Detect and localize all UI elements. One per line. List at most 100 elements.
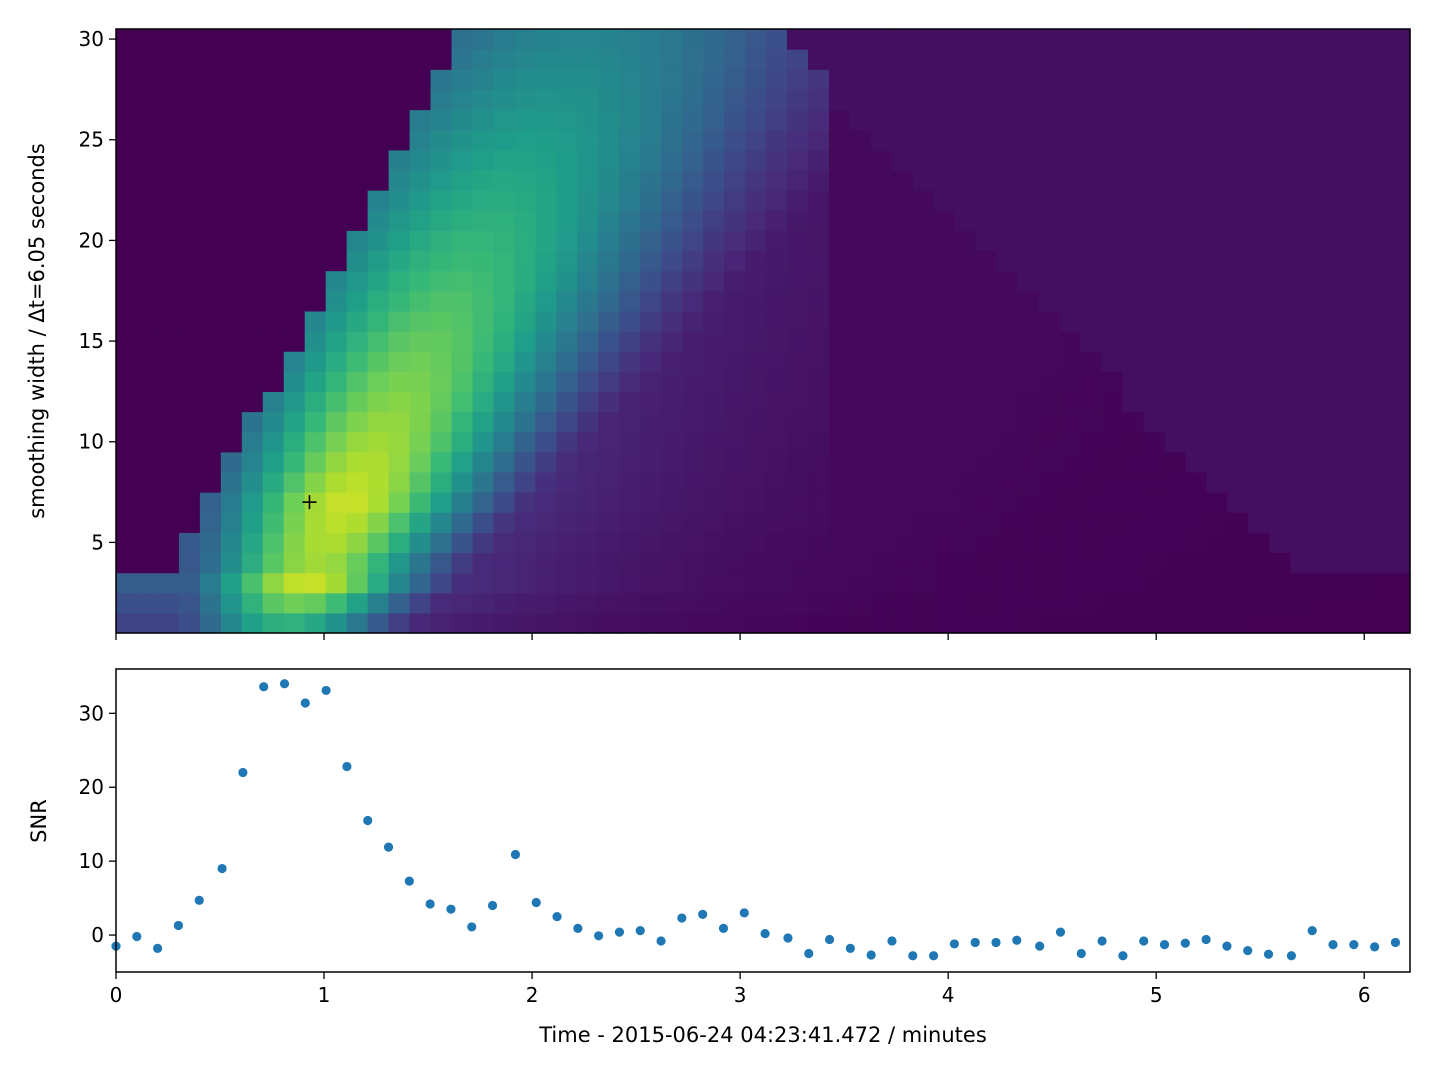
- heatmap-cell: [220, 471, 243, 493]
- heatmap-cell: [766, 310, 788, 332]
- heatmap-cell: [1143, 572, 1166, 594]
- heatmap-cell: [933, 129, 956, 151]
- heatmap-cell: [1290, 129, 1312, 151]
- heatmap-cell: [891, 210, 914, 231]
- heatmap-cell: [1227, 129, 1249, 151]
- heatmap-cell: [1311, 371, 1333, 392]
- heatmap-cell: [157, 210, 180, 231]
- heatmap-cell: [577, 89, 599, 111]
- heatmap-cell: [661, 572, 683, 594]
- heatmap-cell: [1080, 129, 1103, 151]
- heatmap-cell: [283, 532, 306, 554]
- heatmap-cell: [1143, 49, 1166, 70]
- heatmap-cell: [1395, 230, 1411, 252]
- heatmap-cell: [577, 572, 599, 594]
- scatter-point: [552, 911, 562, 922]
- heatmap-cell: [996, 331, 1019, 352]
- scatter-point: [467, 922, 477, 932]
- heatmap-cell: [1374, 169, 1396, 191]
- heatmap-cell: [598, 592, 620, 614]
- heatmap-cell: [1353, 592, 1375, 614]
- heatmap-cell: [1269, 29, 1291, 50]
- heatmap-cell: [598, 29, 620, 50]
- scatter-point: [194, 895, 204, 905]
- heatmap-cell: [1290, 471, 1312, 493]
- heatmap-cell: [1332, 290, 1354, 312]
- heatmap-cell: [556, 89, 578, 111]
- heatmap-cell: [116, 169, 138, 191]
- heatmap-cell: [975, 431, 998, 453]
- heatmap-cell: [283, 351, 306, 372]
- heatmap-cell: [1227, 29, 1249, 50]
- heatmap-cell: [1059, 331, 1082, 352]
- heatmap-cell: [493, 371, 516, 392]
- heatmap-cell: [1206, 492, 1229, 513]
- heatmap-cell: [1290, 290, 1312, 312]
- heatmap-cell: [975, 471, 998, 493]
- heatmap-cell: [1248, 290, 1270, 312]
- heatmap-cell: [346, 109, 369, 131]
- heatmap-cell: [1353, 250, 1375, 272]
- heatmap-cell: [975, 29, 998, 50]
- heatmap-cell: [828, 250, 851, 272]
- heatmap-cell: [116, 351, 138, 372]
- heatmap-cell: [828, 89, 851, 111]
- heatmap-cell: [1206, 190, 1229, 211]
- scatter-point: [446, 904, 456, 914]
- heatmap-cell: [1122, 492, 1145, 513]
- heatmap-cell: [954, 89, 977, 111]
- heatmap-cell: [1395, 109, 1411, 131]
- heatmap-cell: [220, 512, 243, 533]
- heatmap-cell: [136, 451, 159, 473]
- heatmap-cell: [682, 89, 704, 111]
- heatmap-cell: [241, 371, 264, 392]
- heatmap-cell: [283, 69, 306, 90]
- heatmap-cell: [954, 532, 977, 554]
- heatmap-cell: [1059, 129, 1082, 151]
- heatmap-cell: [283, 371, 306, 392]
- heatmap-cell: [975, 572, 998, 594]
- heatmap-cell: [1080, 411, 1103, 433]
- heatmap-cell: [1395, 270, 1411, 292]
- heatmap-cell: [409, 210, 432, 231]
- heatmap-cell: [514, 331, 537, 352]
- heatmap-cell: [703, 149, 725, 171]
- heatmap-cell: [912, 190, 935, 211]
- heatmap-cell: [199, 210, 222, 231]
- heatmap-cell: [891, 149, 914, 171]
- heatmap-cell: [640, 250, 662, 272]
- scatter-point: [718, 923, 729, 934]
- heatmap-cell: [1311, 411, 1333, 433]
- heatmap-cell: [1374, 612, 1396, 634]
- heatmap-cell: [241, 29, 264, 50]
- heatmap-cell: [1038, 431, 1061, 453]
- heatmap-cell: [619, 572, 641, 594]
- heatmap-cell: [996, 169, 1019, 191]
- heatmap-cell: [787, 310, 809, 332]
- heatmap-cell: [640, 69, 662, 90]
- heatmap-cell: [1353, 149, 1375, 171]
- heatmap-cell: [1017, 431, 1040, 453]
- heatmap-cell: [1080, 431, 1103, 453]
- heatmap-cell: [409, 371, 432, 392]
- heatmap-cell: [409, 109, 432, 131]
- heatmap-cell: [766, 109, 788, 131]
- heatmap-cell: [870, 471, 893, 493]
- heatmap-cell: [472, 512, 495, 533]
- heatmap-cell: [556, 512, 578, 533]
- heatmap-cell: [912, 411, 935, 433]
- heatmap-cell: [409, 572, 432, 594]
- heatmap-cell: [493, 109, 516, 131]
- heatmap-cell: [1311, 471, 1333, 493]
- heatmap-cell: [1080, 190, 1103, 211]
- heatmap-cell: [1038, 552, 1061, 574]
- heatmap-cell: [1185, 230, 1208, 252]
- heatmap-cell: [1374, 310, 1396, 332]
- heatmap-cell: [808, 29, 830, 50]
- heatmap-cell: [1353, 29, 1375, 50]
- heatmap-cell: [640, 89, 662, 111]
- heatmap-cell: [849, 89, 872, 111]
- heatmap-cell: [116, 270, 138, 292]
- heatmap-cell: [849, 69, 872, 90]
